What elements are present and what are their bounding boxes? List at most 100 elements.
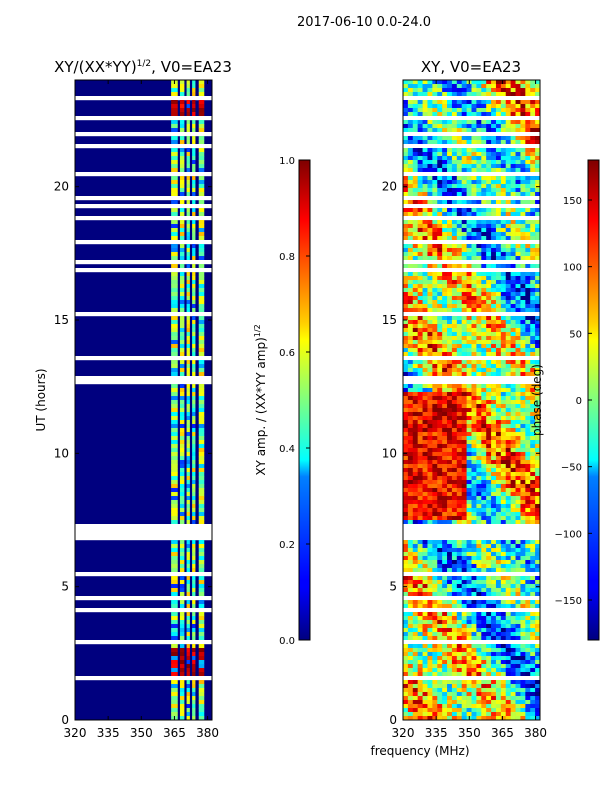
phase-cell — [515, 464, 521, 469]
phase-cell — [476, 248, 482, 253]
amplitude-cell — [198, 464, 205, 469]
phase-cell — [427, 288, 433, 293]
amplitude-cell — [198, 424, 205, 429]
phase-cell — [476, 468, 482, 473]
phase-cell — [495, 328, 502, 333]
phase-cell — [481, 488, 487, 493]
phase-cell — [471, 148, 477, 153]
amplitude-cell — [192, 624, 196, 629]
phase-cell — [486, 452, 492, 457]
phase-cell — [427, 280, 433, 285]
phase-cell — [451, 684, 458, 689]
phase-cell — [417, 156, 423, 161]
phase-cell — [520, 600, 526, 605]
phase-cell — [461, 408, 467, 413]
phase-cell — [476, 84, 482, 89]
amplitude-cell — [179, 148, 185, 153]
phase-cell — [530, 540, 536, 545]
phase-cell — [422, 688, 428, 693]
phase-cell — [427, 88, 433, 93]
phase-cell — [481, 624, 487, 629]
phase-cell — [403, 432, 409, 437]
phase-cell — [491, 540, 497, 545]
phase-cell — [432, 416, 438, 421]
phase-cell — [466, 160, 472, 165]
phase-cell — [407, 472, 414, 477]
phase-cell — [491, 644, 497, 649]
phase-cell — [491, 584, 497, 589]
phase-cell — [505, 520, 511, 525]
phase-cell — [456, 148, 463, 153]
phase-cell — [466, 616, 472, 621]
amplitude-cell — [186, 104, 190, 109]
phase-cell — [403, 348, 409, 353]
phase-cell — [407, 128, 414, 133]
phase-cell — [495, 108, 502, 113]
phase-cell — [412, 444, 418, 449]
amplitude-cell — [171, 712, 178, 717]
amplitude-cell — [186, 652, 190, 657]
amplitude-cell — [171, 292, 178, 297]
phase-cell — [451, 588, 458, 593]
phase-cell — [476, 384, 482, 389]
amplitude-cell — [192, 212, 196, 217]
phase-cell — [403, 712, 409, 717]
phase-cell — [456, 504, 463, 509]
phase-cell — [491, 84, 497, 89]
amplitude-cell — [186, 180, 190, 185]
phase-cell — [510, 716, 516, 720]
amplitude-cell — [171, 428, 178, 433]
phase-cell — [515, 468, 521, 473]
amplitude-cell — [186, 448, 190, 453]
phase-cell — [486, 712, 492, 717]
phase-cell — [520, 288, 526, 293]
phase-cell — [515, 472, 521, 477]
phase-cell — [456, 208, 463, 213]
phase-cell — [403, 612, 409, 617]
phase-cell — [530, 336, 536, 341]
amplitude-cell — [198, 256, 205, 261]
phase-cell — [461, 412, 467, 417]
phase-cell — [466, 328, 472, 333]
phase-gap-row — [403, 312, 540, 317]
phase-cell — [412, 604, 418, 609]
phase-cell — [432, 424, 438, 429]
phase-cell — [407, 348, 414, 353]
phase-cell — [486, 316, 492, 321]
phase-cell — [486, 300, 492, 305]
phase-cell — [481, 220, 487, 225]
phase-cell — [505, 120, 511, 125]
phase-cell — [525, 684, 531, 689]
phase-cell — [456, 700, 463, 705]
phase-cell — [500, 140, 507, 145]
phase-cell — [520, 612, 526, 617]
phase-cell — [461, 316, 467, 321]
amplitude-cell — [192, 508, 196, 513]
phase-cell — [505, 404, 511, 409]
phase-cell — [451, 236, 458, 241]
phase-cell — [505, 248, 511, 253]
amplitude-cell — [171, 112, 178, 117]
phase-cell — [525, 500, 531, 505]
phase-cell — [403, 700, 409, 705]
phase-cell — [427, 108, 433, 113]
phase-cell — [417, 388, 423, 393]
phase-cell — [447, 392, 453, 397]
phase-cell — [535, 100, 540, 105]
phase-cell — [427, 332, 433, 337]
phase-cell — [427, 504, 433, 509]
phase-cell — [535, 360, 540, 365]
phase-cell — [525, 712, 531, 717]
phase-cell — [515, 92, 521, 97]
phase-cell — [500, 100, 507, 105]
phase-cell — [432, 688, 438, 693]
phase-cell — [471, 396, 477, 401]
amplitude-cell — [179, 140, 185, 145]
phase-cell — [520, 120, 526, 125]
phase-cell — [461, 452, 467, 457]
phase-cell — [535, 504, 540, 509]
phase-cell — [451, 228, 458, 233]
phase-cell — [486, 344, 492, 349]
phase-cell — [491, 648, 497, 653]
